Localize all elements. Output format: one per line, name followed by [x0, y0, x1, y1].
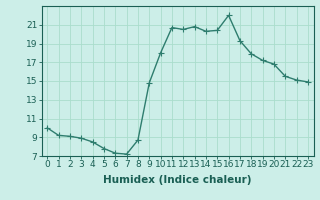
X-axis label: Humidex (Indice chaleur): Humidex (Indice chaleur) [103, 175, 252, 185]
